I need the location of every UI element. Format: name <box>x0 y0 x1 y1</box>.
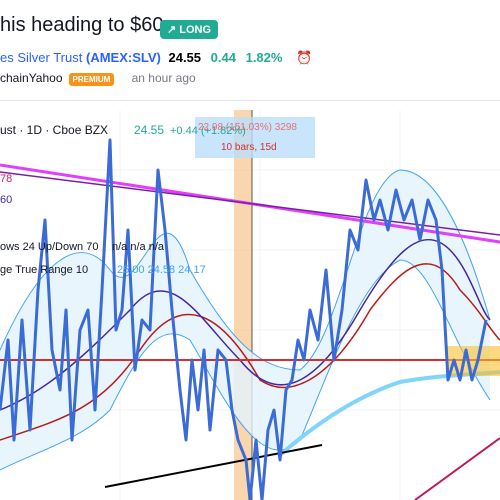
premium-tag: PREMIUM <box>68 73 115 86</box>
measure-line2: 10 bars, 15d <box>221 142 277 153</box>
indicator-values: n/a n/a n/a <box>112 241 165 253</box>
author-row: chainYahoo PREMIUM an hour ago <box>0 71 196 86</box>
measure-line1: 22.98 (151.03%) 3298 <box>198 122 297 133</box>
rising-line <box>414 437 500 500</box>
lower-band <box>0 259 491 471</box>
indicator-values: 25.00 24.58 24.17 <box>117 264 206 276</box>
support-trend <box>104 444 323 488</box>
symbol-ticker[interactable]: (AMEX:SLV) <box>85 50 161 65</box>
left-label: 78 <box>0 173 12 185</box>
divider <box>0 100 500 101</box>
legend-name: ust · 1D · Cboe BZX <box>0 123 108 137</box>
badge-text: LONG <box>179 24 212 36</box>
legend-change: +0.44 (+1.82%) <box>170 125 246 137</box>
symbol-row: es Silver Trust (AMEX:SLV) 24.55 0.44 1.… <box>0 50 312 66</box>
change-pct: 1.82% <box>245 50 283 65</box>
price: 24.55 <box>168 50 202 65</box>
indicator-name: ows 24 Up/Down 70 <box>0 241 98 253</box>
change: 0.44 <box>210 50 236 65</box>
date-range <box>234 110 252 500</box>
left-label: 60 <box>0 194 12 206</box>
author-name[interactable]: chainYahoo <box>0 71 63 85</box>
upper-band <box>0 169 491 371</box>
symbol-name[interactable]: es Silver Trust <box>0 50 83 65</box>
legend-price: 24.55 <box>134 123 164 137</box>
moving-average <box>0 263 500 441</box>
indicator-name: ge True Range 10 <box>0 264 88 276</box>
time: an hour ago <box>131 71 196 85</box>
alert-icon[interactable]: ⏰ <box>296 50 313 65</box>
idea-title[interactable]: his heading to $60 <box>0 14 164 36</box>
chart: ust · 1D · Cboe BZX 24.55 +0.44 (+1.82%)… <box>0 110 500 500</box>
price-line <box>0 138 488 500</box>
band-fill <box>0 170 490 470</box>
long-badge: ↗ LONG <box>160 20 219 39</box>
measure-box <box>195 117 315 158</box>
